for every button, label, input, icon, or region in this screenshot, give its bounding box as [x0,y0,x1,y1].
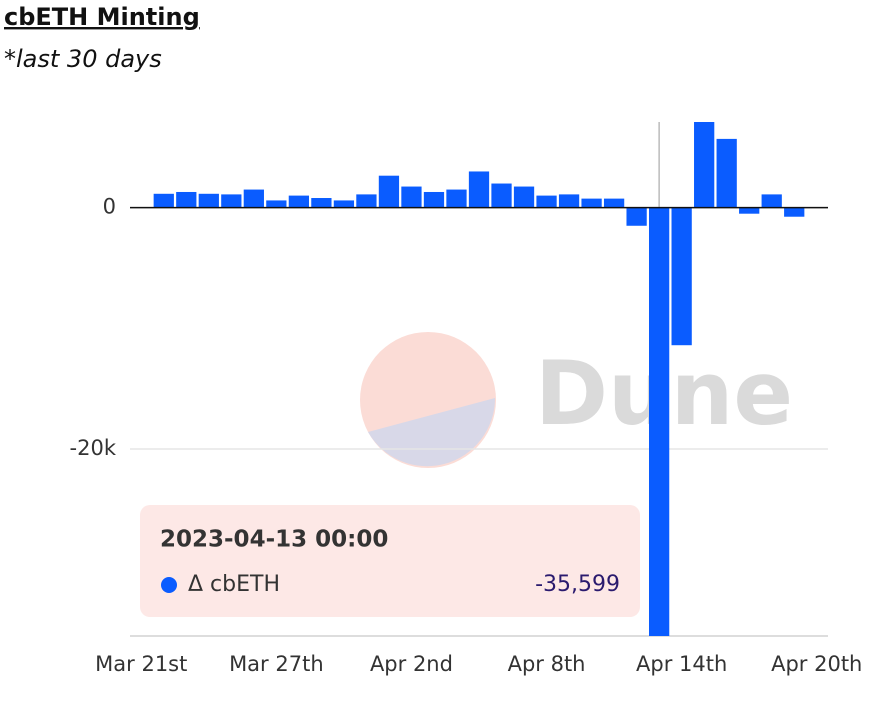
bar [176,191,197,208]
bar [626,207,647,226]
bar [378,175,400,208]
bar [648,207,670,636]
bar [558,194,580,208]
x-tick-label: Mar 27th [229,652,324,676]
tooltip-value: -35,599 [535,572,620,597]
x-tick-label: Apr 14th [636,652,727,676]
tooltip-box [140,505,640,617]
bar [536,195,557,208]
x-tick-label: Apr 8th [508,652,586,676]
bar [288,195,310,208]
bar [603,198,625,208]
bar [671,207,692,346]
bar [694,122,715,208]
x-tick-label: Mar 21st [95,652,187,676]
chart-title: cbETH Minting [4,3,200,31]
bar [266,200,287,208]
x-tick-label: Apr 2nd [370,652,453,676]
bar [243,189,264,208]
bar [739,207,760,214]
bar [333,200,355,208]
bar [446,189,467,208]
bar [581,198,602,208]
bars [153,122,805,636]
y-tick-label: 0 [103,195,116,219]
bar [513,186,535,208]
bar [784,207,805,217]
bar [468,171,490,208]
bar [761,194,782,208]
bar [356,194,377,208]
tooltip-swatch [161,577,177,593]
bar [716,138,737,208]
bar [198,193,219,208]
bar [221,194,242,208]
y-tick-label: -20k [70,436,117,460]
watermark-logo [360,332,496,468]
bar [401,186,422,208]
bar [491,183,512,208]
bar [153,193,174,208]
bar [423,191,445,208]
tooltip-date: 2023-04-13 00:00 [160,527,388,553]
tooltip-series: Δ cbETH [188,572,280,597]
bar [311,198,332,208]
x-tick-label: Apr 20th [771,652,862,676]
chart-subtitle: *last 30 days [4,45,162,73]
